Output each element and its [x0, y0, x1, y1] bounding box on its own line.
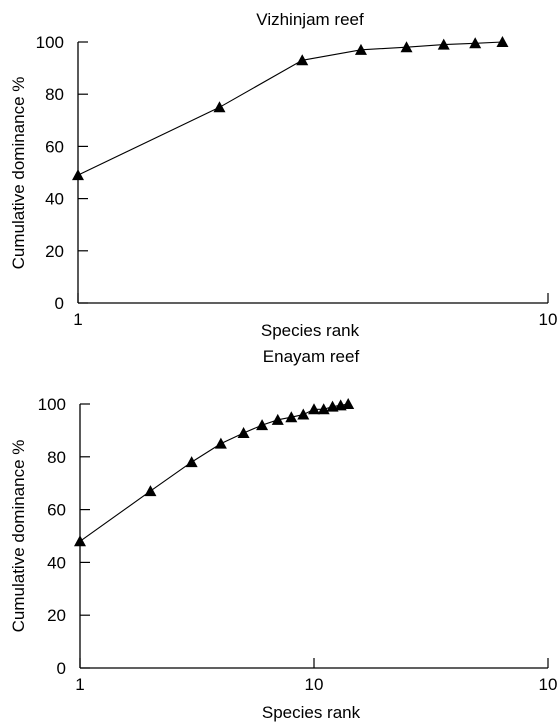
- y-tick-label: 80: [45, 85, 64, 104]
- series-line: [79, 403, 349, 542]
- y-axis-label: Cumulative dominance %: [9, 77, 28, 270]
- x-axis-label: Species rank: [261, 321, 360, 340]
- data-point: [285, 411, 298, 423]
- data-point: [308, 403, 320, 415]
- data-point: [400, 41, 413, 53]
- y-tick-label: 60: [45, 137, 64, 156]
- chart-2: Enayam reef 0 20 40 60 80 100 1 10 10 Species rank…: [9, 347, 557, 722]
- data-point: [437, 38, 450, 50]
- y-tick-label: 0: [57, 659, 66, 678]
- data-point: [271, 413, 284, 425]
- y-tick-label: 100: [38, 395, 66, 414]
- y-axis-label: Cumulative dominance %: [9, 440, 28, 633]
- data-point: [144, 485, 157, 497]
- x-tick-label: 1: [73, 310, 82, 329]
- data-point: [237, 427, 250, 439]
- data-point: [213, 101, 226, 113]
- series-line: [77, 41, 503, 176]
- data-point: [72, 169, 84, 181]
- y-tick-label: 20: [47, 606, 66, 625]
- y-tick-label: 60: [47, 501, 66, 520]
- y-tick-label: 0: [55, 294, 64, 313]
- chart-title: Enayam reef: [263, 347, 360, 366]
- chart-1: Vizhinjam reef 0 20 40 60 80 100 1 10 Species ran…: [9, 10, 557, 340]
- x-tick-label: 10: [539, 310, 558, 329]
- x-tick-label: 10: [539, 675, 558, 694]
- x-axis-label: Species rank: [262, 703, 361, 722]
- data-point: [214, 437, 227, 449]
- data-point: [74, 535, 86, 547]
- chart-title: Vizhinjam reef: [256, 10, 364, 29]
- y-tick-label: 20: [45, 242, 64, 261]
- data-point: [297, 408, 310, 420]
- data-point: [469, 37, 482, 49]
- data-point: [354, 43, 367, 55]
- data-point: [256, 419, 269, 431]
- data-point: [185, 456, 198, 468]
- data-point: [296, 54, 309, 66]
- data-point: [496, 36, 509, 47]
- y-tick-label: 40: [47, 553, 66, 572]
- y-tick-label: 40: [45, 190, 64, 209]
- x-tick-label: 10: [305, 675, 324, 694]
- y-tick-label: 100: [36, 33, 64, 52]
- data-point: [342, 398, 355, 409]
- y-tick-label: 80: [47, 448, 66, 467]
- x-tick-label: 1: [75, 675, 84, 694]
